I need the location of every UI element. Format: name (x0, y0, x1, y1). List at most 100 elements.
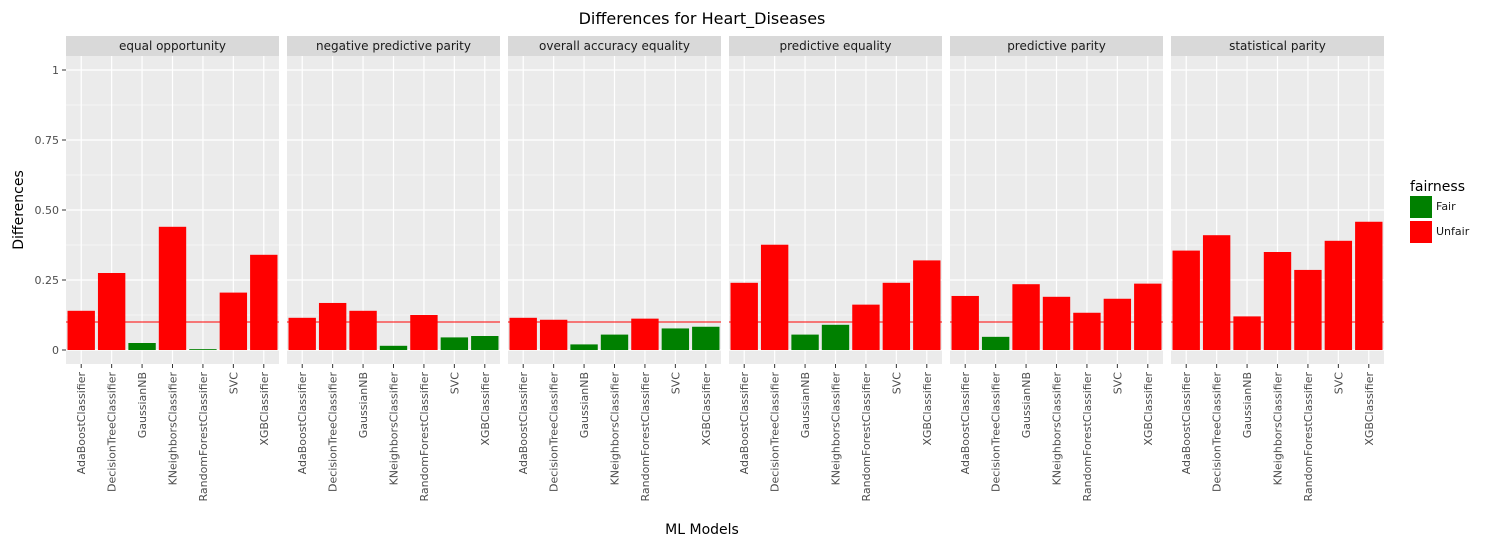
bar (250, 254, 278, 350)
bar (661, 328, 690, 350)
facet-panels: equal opportunity AdaBoostClassifier Decis… (66, 36, 1384, 502)
legend-label: Fair (1436, 200, 1456, 213)
legend-title: fairness (1410, 179, 1465, 195)
x-tick-label: DecisionTreeClassifier (769, 372, 782, 492)
bar (318, 302, 347, 350)
bar (379, 345, 408, 350)
x-tick-label: AdaBoostClassifier (738, 372, 751, 475)
bar (471, 336, 499, 350)
x-tick-label: RandomForestClassifier (197, 372, 210, 502)
bar (1103, 298, 1132, 350)
y-axis-title: Differences (11, 170, 27, 249)
x-tick-label: XGBClassifier (1142, 372, 1155, 446)
x-tick-label: XGBClassifier (700, 372, 713, 446)
x-axis-title: ML Models (665, 522, 739, 538)
facet-strip-label: negative predictive parity (316, 39, 471, 53)
x-tick-label: GaussianNB (1020, 372, 1033, 438)
facet-panel: predictive equality AdaBoostClassifier Dec… (729, 36, 942, 502)
facet-panel: negative predictive parity AdaBoostClassi… (287, 36, 500, 502)
bar (128, 343, 156, 350)
bar (631, 318, 659, 350)
bar (692, 326, 720, 350)
facet-strip-label: overall accuracy equality (539, 39, 690, 53)
x-tick-label: SVC (227, 372, 240, 395)
x-tick-label: GaussianNB (578, 372, 591, 438)
legend: fairness Fair Unfair (1410, 179, 1470, 243)
x-tick-label: XGBClassifier (479, 372, 492, 446)
bar (1263, 252, 1292, 350)
x-tick-label: GaussianNB (1241, 372, 1254, 438)
x-tick-label: RandomForestClassifier (639, 372, 652, 502)
bar (570, 344, 598, 350)
x-tick-label: KNeighborsClassifier (167, 372, 180, 486)
y-tick-label: 0.75 (35, 134, 60, 147)
bar (219, 292, 248, 350)
y-tick-label: 1 (52, 64, 59, 77)
x-tick-label: GaussianNB (136, 372, 149, 438)
bar (951, 295, 979, 350)
facet-strip-label: equal opportunity (119, 39, 226, 53)
x-tick-label: SVC (669, 372, 682, 395)
y-tick-label: 0 (52, 344, 59, 357)
x-tick-label: XGBClassifier (1363, 372, 1376, 446)
bar (821, 324, 850, 350)
x-tick-label: SVC (890, 372, 903, 395)
bar (1294, 269, 1322, 350)
bar (288, 317, 316, 350)
x-tick-label: KNeighborsClassifier (1051, 372, 1064, 486)
bar (852, 304, 880, 350)
bar (189, 349, 217, 350)
x-tick-label: GaussianNB (799, 372, 812, 438)
bar (1355, 221, 1383, 350)
y-axis: 0 0.25 0.50 0.75 1 (35, 64, 66, 357)
x-tick-label: RandomForestClassifier (1081, 372, 1094, 502)
x-tick-label: SVC (448, 372, 461, 395)
legend-items: Fair Unfair (1410, 196, 1470, 243)
x-tick-label: DecisionTreeClassifier (327, 372, 340, 492)
x-tick-label: DecisionTreeClassifier (548, 372, 561, 492)
x-tick-label: XGBClassifier (258, 372, 271, 446)
x-tick-label: SVC (1111, 372, 1124, 395)
bar (440, 337, 469, 350)
x-tick-label: RandomForestClassifier (1302, 372, 1315, 502)
bar (1012, 284, 1040, 350)
x-tick-label: AdaBoostClassifier (1180, 372, 1193, 475)
facet-panel: predictive parity AdaBoostClassifier Decis… (950, 36, 1163, 502)
x-tick-label: DecisionTreeClassifier (106, 372, 119, 492)
bar (1233, 316, 1261, 350)
bar (1073, 312, 1101, 350)
x-tick-label: AdaBoostClassifier (959, 372, 972, 475)
bar (1042, 296, 1071, 350)
facet-strip (950, 36, 1163, 56)
bar (760, 244, 789, 350)
bar (539, 319, 568, 350)
bar (913, 260, 941, 350)
x-tick-label: DecisionTreeClassifier (990, 372, 1003, 492)
bar (791, 334, 819, 350)
x-tick-label: XGBClassifier (921, 372, 934, 446)
bar (1172, 250, 1200, 350)
facet-strip (287, 36, 500, 56)
x-tick-label: KNeighborsClassifier (830, 372, 843, 486)
x-tick-label: KNeighborsClassifier (1272, 372, 1285, 486)
facet-strip (66, 36, 279, 56)
bar (97, 273, 126, 350)
facet-strip-label: statistical parity (1229, 39, 1326, 53)
bar (1324, 240, 1353, 350)
x-tick-label: GaussianNB (357, 372, 370, 438)
legend-swatch (1410, 196, 1432, 218)
bar (509, 317, 537, 350)
facet-strip-label: predictive parity (1007, 39, 1106, 53)
bar (158, 226, 187, 350)
bar (730, 282, 758, 350)
bar (882, 282, 911, 350)
bar (981, 336, 1010, 350)
x-tick-label: KNeighborsClassifier (609, 372, 622, 486)
facet-strip (1171, 36, 1384, 56)
legend-swatch (1410, 221, 1432, 243)
bar (1134, 283, 1162, 350)
facet-strip-label: predictive equality (780, 39, 892, 53)
x-tick-label: DecisionTreeClassifier (1211, 372, 1224, 492)
y-tick-label: 0.25 (35, 274, 60, 287)
